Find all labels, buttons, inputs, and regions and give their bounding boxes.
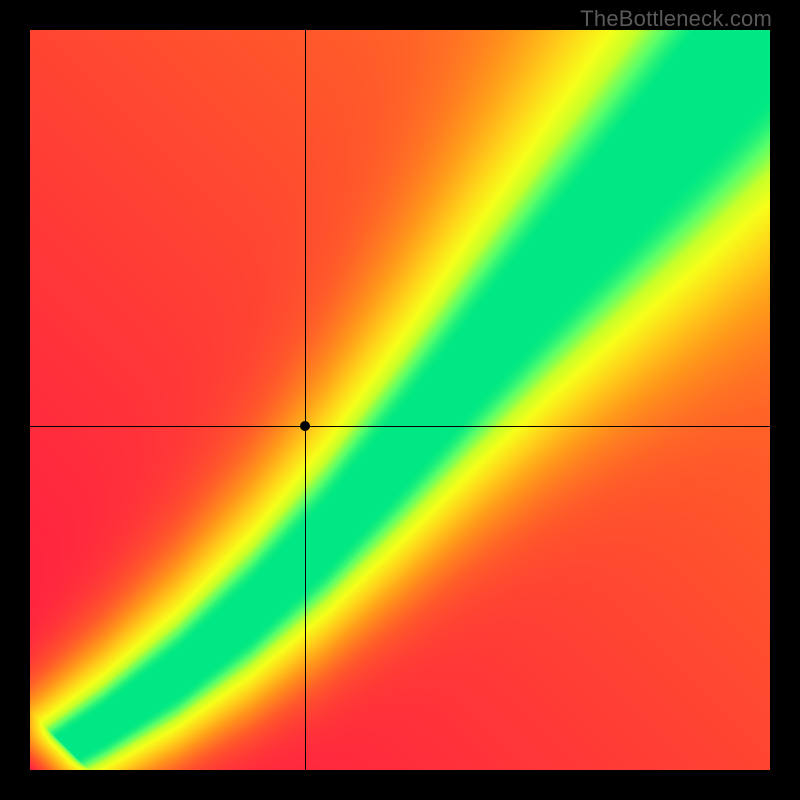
chart-container: TheBottleneck.com	[0, 0, 800, 800]
watermark-text: TheBottleneck.com	[580, 6, 772, 32]
crosshair-horizontal	[30, 426, 770, 427]
crosshair-vertical	[305, 30, 306, 770]
data-point-marker	[300, 421, 310, 431]
heatmap-canvas	[30, 30, 770, 770]
plot-area	[30, 30, 770, 770]
